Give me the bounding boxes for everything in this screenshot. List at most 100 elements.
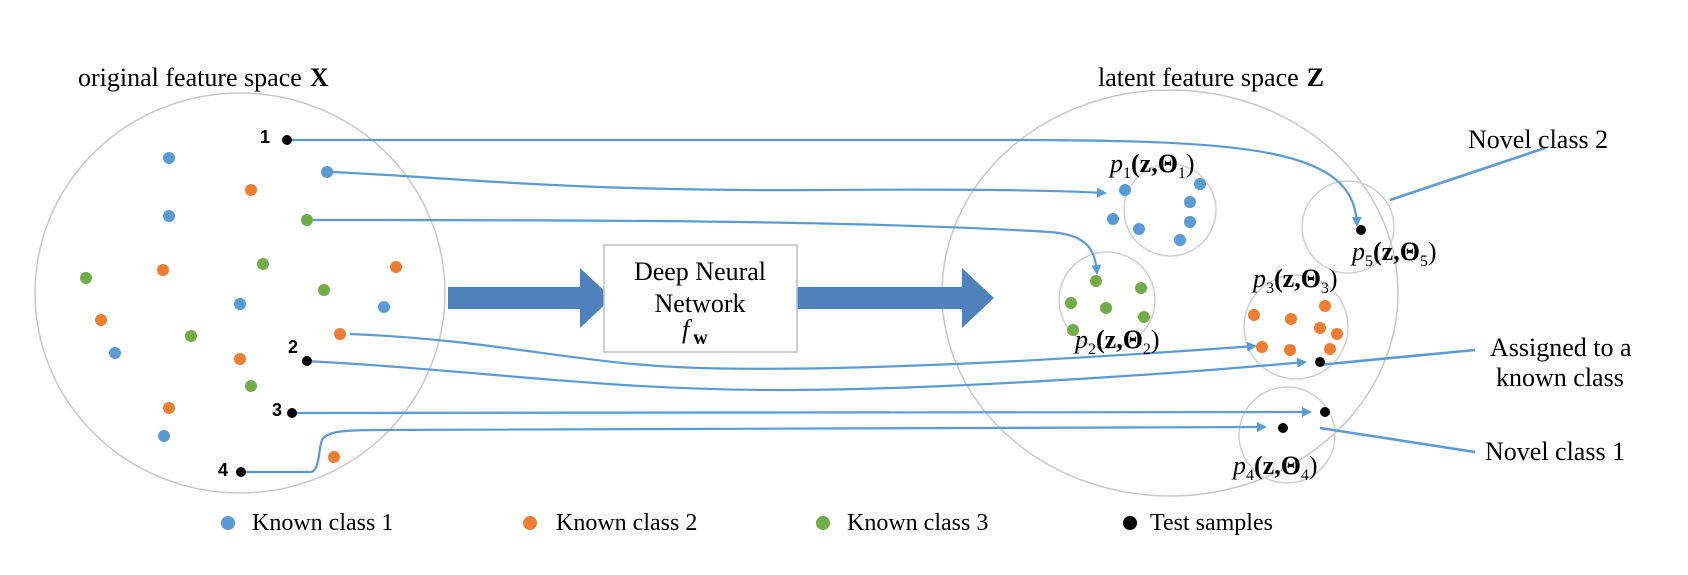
legend-marker-class2 [523,516,537,530]
latent-point-class2 [1285,313,1297,325]
latent-point-class1 [1107,213,1119,225]
latent-point-class1 [1133,223,1145,235]
arrow-sample-3 [289,407,1312,418]
original-test-samples: 1 2 3 4 [218,127,312,480]
latent-point-class2 [1284,344,1296,356]
assigned-known-class-label-line2: known class [1496,363,1624,392]
point-class2 [390,261,402,273]
arrow-class3 [309,218,1102,275]
point-class3 [301,214,313,226]
legend-marker-class1 [221,516,235,530]
latent-point-class2 [1324,343,1336,355]
latent-point-class3 [1065,297,1077,309]
latent-point-class2 [1319,300,1331,312]
original-space-circle [34,92,446,494]
legend-label-class2: Known class 2 [556,510,697,536]
cluster-2-circle [1058,251,1156,349]
arrow-sample-4 [245,422,1267,474]
point-class1 [158,430,170,442]
point-class2 [334,328,346,340]
latent-point-class2 [1256,341,1268,353]
point-class2 [234,353,246,365]
latent-point-class3 [1090,275,1102,287]
latent-point-class1 [1194,178,1206,190]
latent-point-class1 [1119,184,1131,196]
point-class1 [163,210,175,222]
legend-label-test: Test samples [1150,510,1273,536]
point-class1 [321,166,333,178]
callout-line-novel2 [1389,146,1546,202]
test-sample-2 [302,356,312,366]
legend-label-class1: Known class 1 [252,510,393,536]
callout-line-assigned [1317,348,1476,367]
point-class1 [109,347,121,359]
latent-point-class3 [1138,311,1150,323]
dnn-box [603,244,798,353]
original-space-points [80,152,402,463]
latent-test-sample-4 [1278,423,1288,433]
legend-marker-class3 [816,516,830,530]
point-class1 [234,298,246,310]
latent-point-class2 [1331,328,1343,340]
point-class2 [157,264,169,276]
block-arrow-left [448,268,612,328]
latent-point-class3 [1067,324,1079,336]
latent-test-sample-2 [1315,357,1325,367]
point-class1 [163,152,175,164]
latent-space-title: latent feature space Z [1098,63,1324,92]
test-sample-label-2: 2 [288,337,298,357]
latent-point-class1 [1174,234,1186,246]
cluster-5-label: p5(z,Θ5) [1350,237,1437,270]
novel-class-2-label: Novel class 2 [1468,125,1608,154]
point-class3 [245,380,257,392]
cluster-3-label: p3(z,Θ3) [1251,264,1338,297]
cluster-2-label: p2(z,Θ2) [1073,325,1160,358]
point-class3 [318,284,330,296]
test-sample-label-4: 4 [218,460,228,480]
cluster-5-circle [1301,180,1395,274]
legend-marker-test [1123,516,1137,530]
novel-class-1-label: Novel class 1 [1485,437,1625,466]
point-class2 [245,184,257,196]
cluster-4-circle [1238,386,1336,484]
latent-test-sample-1 [1356,225,1366,235]
latent-point-class2 [1248,309,1260,321]
legend-label-class3: Known class 3 [847,510,988,536]
arrow-class2 [349,332,1257,370]
arrow-class1 [329,170,1107,198]
latent-point-class1 [1184,196,1196,208]
test-sample-3 [287,408,297,418]
point-class3 [257,258,269,270]
block-arrow-right [797,268,994,328]
point-class3 [80,272,92,284]
test-sample-label-3: 3 [272,400,282,420]
assigned-known-class-label-line1: Assigned to a [1490,333,1632,362]
dnn-label-line1: Deep Neural [634,257,766,286]
point-class2 [328,451,340,463]
callout-line-novel1 [1319,426,1476,454]
point-class3 [185,330,197,342]
cluster-3-circle [1243,274,1349,380]
cluster-1-circle [1123,163,1217,257]
latent-point-class3 [1135,282,1147,294]
latent-point-class3 [1100,302,1112,314]
test-sample-label-1: 1 [260,127,270,147]
latent-point-class2 [1314,322,1326,334]
original-space-title: original feature space X [78,63,329,92]
cluster-1-label: p1(z,Θ1) [1108,149,1195,182]
arrow-sample-1 [290,138,1362,227]
point-class2 [163,402,175,414]
test-sample-1 [282,135,292,145]
legend: Known class 1 Known class 2 Known class … [221,510,1273,536]
point-class2 [95,314,107,326]
test-sample-4 [236,467,246,477]
cluster-4-label: p4(z,Θ4) [1231,451,1318,484]
latent-point-class1 [1184,216,1196,228]
latent-test-sample-3 [1320,407,1330,417]
dnn-label-line2: Network [655,289,746,318]
latent-space-points [1065,178,1366,433]
arrow-sample-2 [304,357,1307,392]
